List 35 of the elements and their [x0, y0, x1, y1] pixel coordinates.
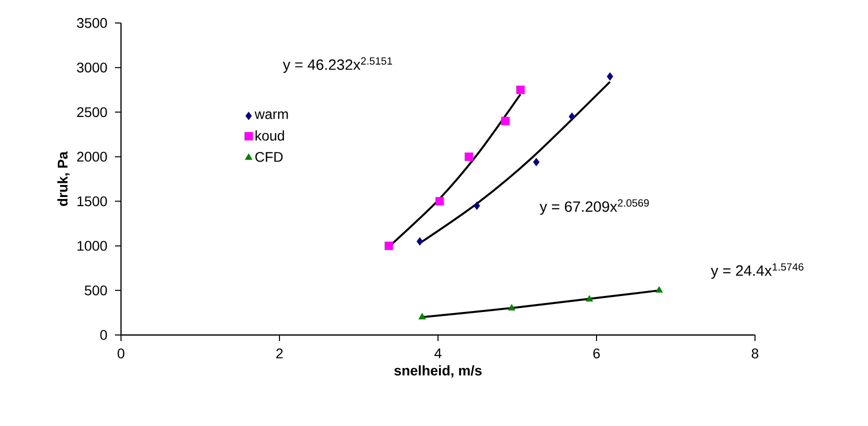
x-tick-label: 2	[276, 348, 283, 358]
legend-label: CFD	[255, 152, 283, 162]
annotation: y = 46.232x$^{2.5151}$	[282, 57, 392, 73]
point	[416, 237, 423, 246]
point	[384, 242, 394, 250]
x-axis-title: snelheid, m/s	[394, 365, 482, 378]
legend-label: warm	[254, 111, 288, 120]
y-tick-label: 1000	[78, 240, 107, 251]
point	[655, 286, 663, 293]
y-tick-label: 500	[84, 285, 107, 296]
point	[606, 72, 614, 81]
x-tick-label: 0	[118, 348, 124, 358]
x-tick-label: 4	[434, 348, 442, 358]
point	[435, 197, 444, 206]
y-tick-label: 2000	[77, 152, 107, 162]
point	[508, 304, 516, 310]
point	[568, 112, 576, 121]
x-tick-label: 6	[593, 348, 600, 358]
annotation: y = 67.209x$^{2.0569}$	[540, 199, 649, 215]
point	[501, 116, 510, 126]
y-tick-label: 2500	[77, 107, 107, 118]
legend-label: koud	[256, 130, 284, 141]
y-tick-label: 0	[100, 330, 107, 340]
y-tick-label: 3000	[76, 62, 107, 73]
y-tick-label: 3500	[76, 18, 107, 28]
point	[464, 152, 474, 161]
point	[516, 86, 525, 94]
point	[586, 295, 594, 302]
point	[418, 312, 426, 320]
point	[474, 202, 480, 210]
x-tick-label: 8	[752, 348, 758, 358]
y-axis-title: druk, Pa	[57, 151, 70, 206]
annotation: y = 24.4x$^{1.5746}$	[710, 263, 804, 279]
point	[533, 158, 540, 166]
y-tick-label: 1500	[78, 196, 107, 206]
